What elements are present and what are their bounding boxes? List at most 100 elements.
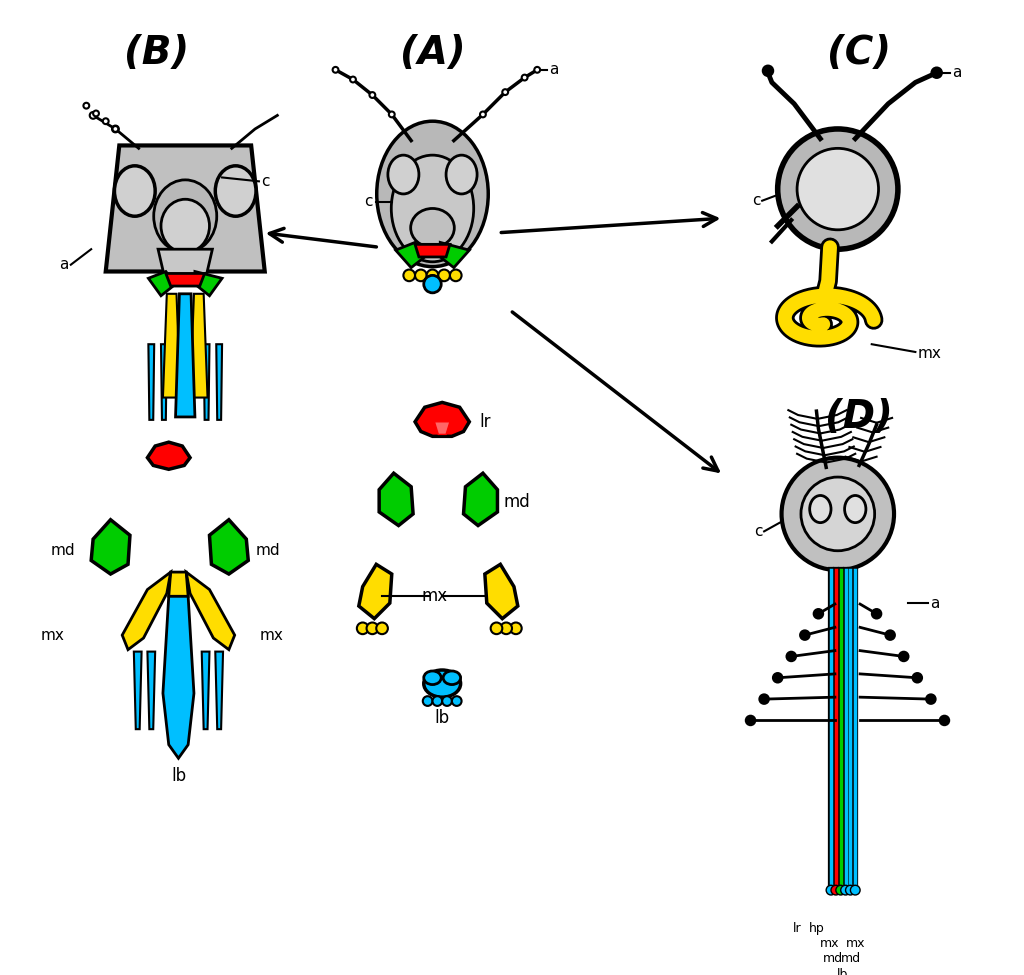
Text: lb: lb [171,766,186,785]
Ellipse shape [810,495,831,523]
Text: md: md [823,953,843,965]
Circle shape [480,111,485,117]
Circle shape [90,112,96,119]
Circle shape [432,696,442,706]
Circle shape [438,269,450,281]
Circle shape [521,75,527,81]
Text: a: a [59,257,69,272]
Text: a: a [930,596,939,610]
Text: mx: mx [40,628,65,643]
Circle shape [763,66,773,76]
Polygon shape [163,597,194,759]
Circle shape [746,716,755,724]
Text: c: c [261,174,269,189]
Circle shape [940,716,949,724]
Polygon shape [148,271,175,295]
Polygon shape [91,520,130,574]
Polygon shape [147,442,190,469]
Text: md: md [842,953,861,965]
Circle shape [831,885,841,895]
Circle shape [370,92,375,98]
Ellipse shape [424,671,441,684]
Circle shape [846,885,855,895]
Circle shape [773,674,782,682]
Polygon shape [440,243,469,267]
Circle shape [872,609,881,618]
Ellipse shape [388,155,419,194]
Text: mx: mx [846,937,865,950]
Circle shape [333,67,339,73]
Circle shape [814,609,822,618]
Circle shape [760,695,768,704]
Circle shape [841,885,850,895]
Polygon shape [148,344,155,420]
Circle shape [899,652,908,661]
Text: lr: lr [793,922,802,935]
Ellipse shape [845,495,866,523]
Text: (B): (B) [124,34,188,72]
Ellipse shape [411,209,455,248]
Ellipse shape [115,166,156,216]
Circle shape [510,622,521,634]
Text: hp: hp [809,922,824,935]
Ellipse shape [154,179,217,253]
Circle shape [424,275,441,292]
Circle shape [93,110,99,116]
Text: mx: mx [918,346,941,362]
Circle shape [389,111,394,117]
Text: (D): (D) [825,398,893,436]
Ellipse shape [424,670,461,697]
Circle shape [535,67,540,73]
Text: mx: mx [421,587,447,605]
Circle shape [102,118,109,124]
Circle shape [886,631,895,640]
Polygon shape [190,293,208,398]
Polygon shape [166,273,205,286]
Circle shape [836,885,846,895]
Circle shape [826,885,836,895]
Polygon shape [434,422,450,435]
Circle shape [801,631,809,640]
Polygon shape [358,565,392,618]
Polygon shape [175,293,195,417]
Circle shape [850,885,860,895]
Circle shape [415,269,427,281]
Text: mx: mx [260,628,284,643]
Polygon shape [415,403,469,437]
Circle shape [450,269,462,281]
Text: c: c [364,194,373,210]
Circle shape [927,695,935,704]
Polygon shape [105,145,265,271]
Text: (A): (A) [399,34,465,72]
Polygon shape [161,344,167,420]
Polygon shape [169,572,188,597]
Polygon shape [163,293,180,398]
Polygon shape [122,572,171,649]
Polygon shape [204,344,210,420]
Circle shape [403,269,415,281]
Circle shape [350,77,356,83]
Ellipse shape [443,671,461,684]
Polygon shape [134,651,141,729]
Circle shape [490,622,503,634]
Circle shape [777,129,898,250]
Polygon shape [186,572,234,649]
Circle shape [427,269,438,281]
Text: (C): (C) [827,34,891,72]
Polygon shape [215,651,223,729]
Ellipse shape [391,155,474,262]
Polygon shape [202,651,210,729]
Circle shape [781,457,894,570]
Text: lr: lr [479,412,490,431]
Text: md: md [256,543,281,559]
Polygon shape [395,243,425,267]
Circle shape [113,126,119,132]
Polygon shape [379,473,413,526]
Polygon shape [147,651,156,729]
Text: lb: lb [837,968,848,975]
Text: c: c [752,193,760,209]
Polygon shape [210,520,248,574]
Circle shape [442,696,452,706]
Circle shape [83,102,89,108]
Text: mx: mx [820,937,840,950]
